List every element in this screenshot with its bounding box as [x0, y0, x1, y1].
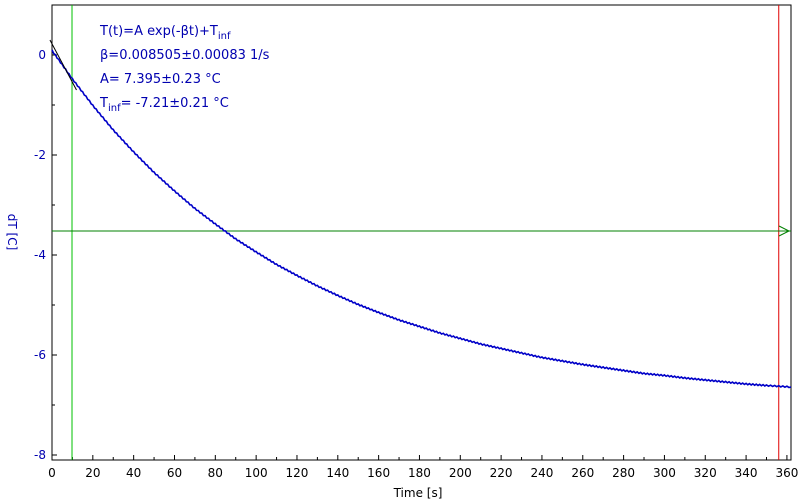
annotation-main: A= 7.395±0.23 °C: [100, 72, 221, 87]
x-tick-label: 20: [85, 466, 100, 480]
x-axis-ticks: 0 20 40 60 80 100 120 140 160 180 200 220 240 260 280 3…: [48, 455, 798, 480]
x-tick-label: 300: [653, 466, 676, 480]
x-tick-label: 360: [775, 466, 798, 480]
x-tick-label: 240: [530, 466, 553, 480]
y-tick-label: -6: [34, 348, 46, 362]
annotation-line: A= 7.395±0.23 °C: [100, 72, 221, 87]
x-tick-label: 200: [449, 466, 472, 480]
annotation-tail: = -7.21±0.21 °C: [121, 96, 229, 111]
y-tick-label: -2: [34, 148, 46, 162]
x-tick-label: 260: [571, 466, 594, 480]
x-tick-label: 100: [245, 466, 268, 480]
y-tick-label: 0: [38, 48, 46, 62]
fit-line: [49, 39, 77, 91]
annotation-line: Tinf= -7.21±0.21 °C: [99, 96, 229, 114]
y-axis-title: dT [C]: [5, 214, 19, 251]
y-axis-ticks: 0 -2 -4 -6 -8: [34, 48, 57, 462]
annotation-subscript: inf: [108, 103, 121, 114]
x-tick-label: 160: [367, 466, 390, 480]
x-tick-label: 40: [126, 466, 141, 480]
plot-area: [51, 4, 792, 461]
x-tick-label: 120: [286, 466, 309, 480]
x-tick-label: 180: [408, 466, 431, 480]
x-tick-label: 280: [612, 466, 635, 480]
annotation-main: T(t)=A exp(-βt)+T: [99, 24, 218, 39]
temperature-series-line: [51, 49, 792, 389]
x-axis-title: Time [s]: [393, 486, 443, 500]
y-tick-label: -4: [34, 248, 46, 262]
x-tick-label: 0: [48, 466, 56, 480]
annotation-subscript: inf: [218, 31, 231, 42]
y-tick-label: -8: [34, 448, 46, 462]
x-tick-label: 220: [490, 466, 513, 480]
x-tick-label: 320: [694, 466, 717, 480]
x-tick-label: 140: [326, 466, 349, 480]
x-tick-label: 60: [167, 466, 182, 480]
annotation-line: T(t)=A exp(-βt)+Tinf: [99, 24, 231, 42]
annotation-main: T: [99, 96, 108, 111]
horizontal-cursor-arrow-icon[interactable]: [778, 225, 791, 237]
annotation-line: β=0.008505±0.00083 1/s: [100, 48, 270, 63]
annotation-main: β=0.008505±0.00083 1/s: [100, 48, 270, 63]
x-tick-label: 340: [735, 466, 758, 480]
x-tick-label: 80: [208, 466, 223, 480]
